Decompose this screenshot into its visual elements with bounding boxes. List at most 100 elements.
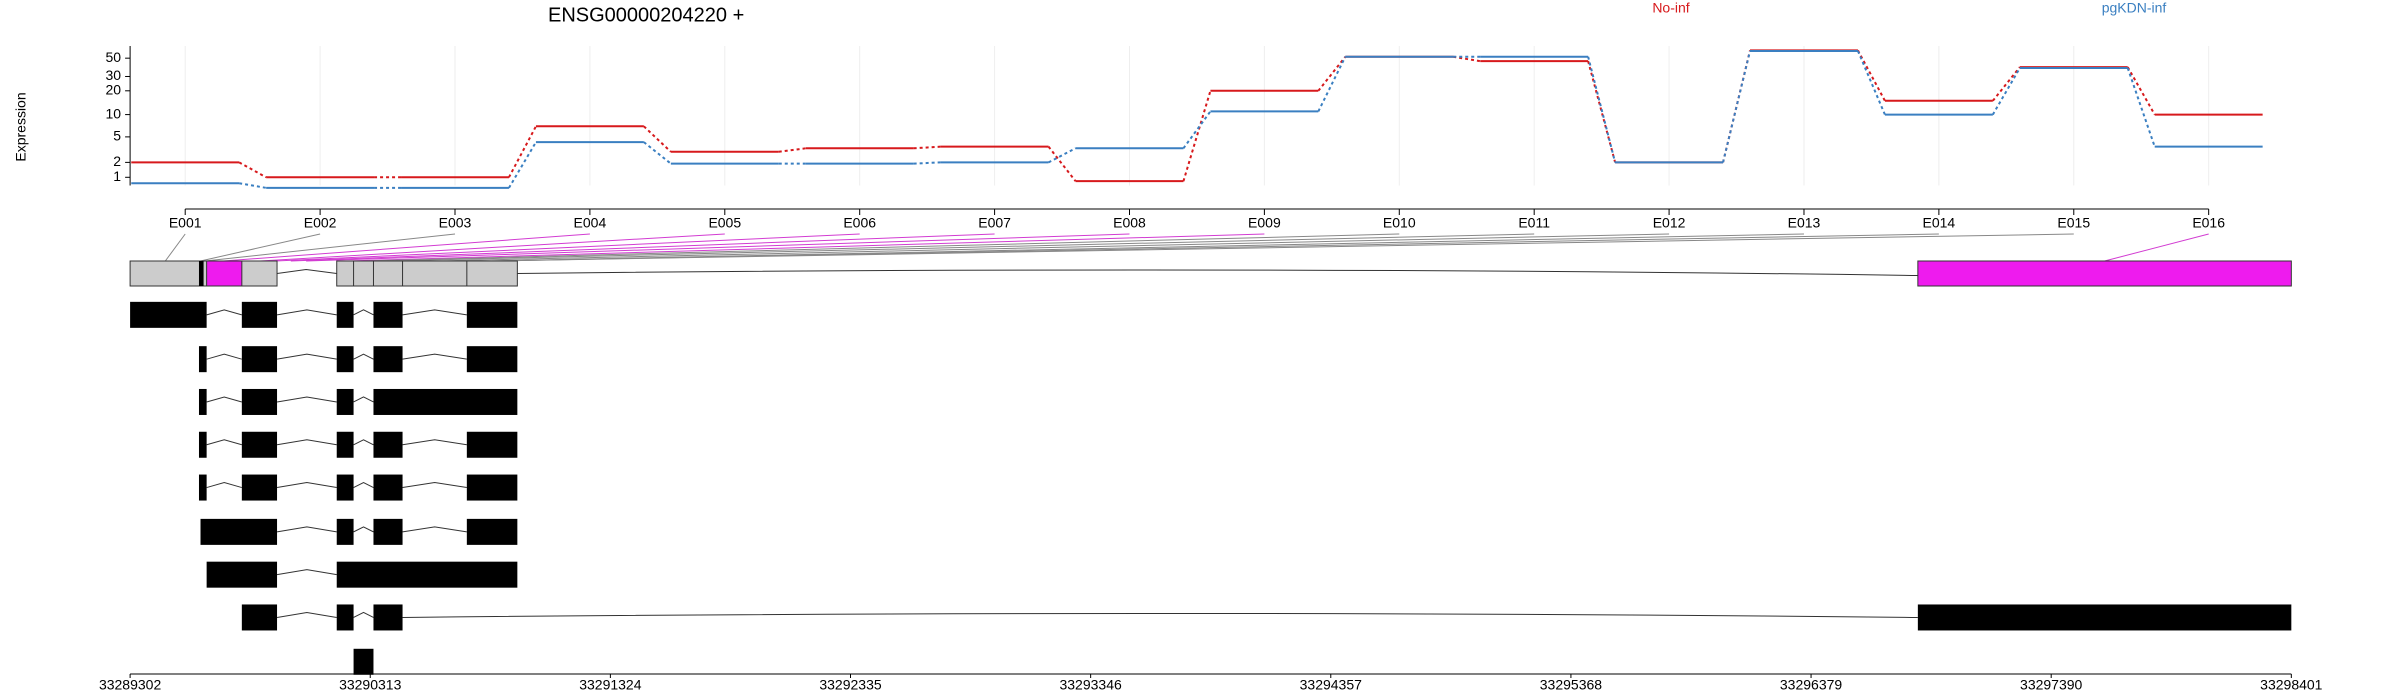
transcript-exon xyxy=(373,474,403,501)
transcript-exon xyxy=(466,518,518,545)
y-tick-label: 20 xyxy=(106,82,122,98)
connector xyxy=(1587,56,1617,163)
transcript-intron xyxy=(276,569,337,576)
connector xyxy=(1991,67,2021,116)
genomic-tick-label: 33296379 xyxy=(1780,677,1843,693)
connector xyxy=(1992,66,2021,102)
transcript-exon xyxy=(466,301,518,328)
transcript-intron xyxy=(353,439,374,446)
genomic-tick-label: 33291324 xyxy=(579,677,642,693)
intron xyxy=(276,268,337,274)
x-tick-label: E001 xyxy=(169,215,202,231)
chart-title: ENSG00000204220 + xyxy=(548,4,744,26)
transcript-intron xyxy=(206,396,242,403)
transcript-intron xyxy=(276,353,337,360)
x-tick-label: E012 xyxy=(1653,215,1686,231)
transcript-intron xyxy=(206,353,242,360)
exon-link xyxy=(290,233,995,262)
exon-link xyxy=(205,233,456,262)
genomic-tick-label: 33294357 xyxy=(1300,677,1363,693)
transcript-exon xyxy=(373,346,403,373)
transcript-exon xyxy=(373,431,403,458)
transcript-intron xyxy=(353,526,374,533)
transcript-exon xyxy=(373,388,518,415)
connector xyxy=(508,125,537,178)
x-tick-label: E011 xyxy=(1518,215,1550,231)
y-tick-label: 1 xyxy=(113,168,121,184)
transcript-exon xyxy=(241,301,278,328)
exon-link xyxy=(2104,233,2209,262)
transcript-intron xyxy=(353,396,374,403)
transcript-exon xyxy=(1917,604,2292,631)
transcript-intron xyxy=(276,611,337,618)
transcript-intron xyxy=(276,396,337,403)
transcript-intron xyxy=(353,611,374,618)
y-tick-label: 50 xyxy=(106,49,122,65)
transcript-exon xyxy=(336,388,354,415)
transcript-exon xyxy=(198,346,207,373)
genomic-tick-label: 33295368 xyxy=(1540,677,1603,693)
transcript-intron xyxy=(402,526,467,533)
connector xyxy=(238,182,267,189)
transcript-exon xyxy=(198,474,207,501)
x-tick-label: E009 xyxy=(1248,215,1281,231)
x-tick-label: E004 xyxy=(574,215,607,231)
transcript-intron xyxy=(402,482,467,489)
x-tick-label: E005 xyxy=(708,215,741,231)
connector xyxy=(913,145,941,150)
connector xyxy=(1317,56,1347,112)
genomic-tick-label: 33290313 xyxy=(339,677,402,693)
transcript-exon xyxy=(373,604,403,631)
transcript-exon xyxy=(130,301,207,328)
transcript-exon xyxy=(373,301,403,328)
transcript-intron xyxy=(402,439,467,446)
transcript-exon xyxy=(336,518,354,545)
y-tick-label: 5 xyxy=(113,128,121,144)
exon-link xyxy=(387,233,1535,262)
genomic-tick-label: 33293346 xyxy=(1059,677,1122,693)
exon-link xyxy=(260,233,725,262)
transcript-exon xyxy=(200,518,278,545)
exon-block xyxy=(206,260,243,287)
x-tick-label: E013 xyxy=(1788,215,1821,231)
transcript-exon xyxy=(198,388,207,415)
connector xyxy=(1453,55,1481,63)
legend-label: pgKDN-inf xyxy=(2102,0,2167,16)
connector xyxy=(1048,147,1076,164)
x-tick-label: E008 xyxy=(1113,215,1146,231)
x-tick-label: E007 xyxy=(978,215,1011,231)
exon-link xyxy=(491,233,2074,262)
exon-link xyxy=(362,233,1400,262)
exon-link xyxy=(306,233,1130,262)
x-tick-label: E003 xyxy=(439,215,472,231)
transcript-exon xyxy=(336,346,354,373)
exon-link xyxy=(345,233,1265,262)
exon-block xyxy=(198,261,204,286)
transcript-exon xyxy=(241,604,278,631)
x-tick-label: E006 xyxy=(843,215,876,231)
x-tick-label: E014 xyxy=(1923,215,1956,231)
transcript-exon xyxy=(353,648,374,675)
genomic-tick-label: 33292335 xyxy=(819,677,882,693)
transcript-exon xyxy=(336,474,354,501)
transcript-exon xyxy=(198,431,207,458)
transcript-exon xyxy=(241,474,278,501)
connector xyxy=(1047,146,1077,182)
connector xyxy=(1317,56,1347,92)
exon-link xyxy=(200,233,321,262)
connector xyxy=(2126,66,2156,116)
x-tick-label: E016 xyxy=(2192,215,2225,231)
transcript-intron xyxy=(276,482,337,489)
connector xyxy=(1857,49,1886,102)
y-tick-label: 30 xyxy=(106,67,122,83)
x-tick-label: E015 xyxy=(2057,215,2090,231)
transcript-exon xyxy=(466,474,518,501)
exon-block xyxy=(336,260,518,287)
exon-link xyxy=(275,233,860,262)
connector xyxy=(1182,110,1212,149)
transcript-intron xyxy=(353,353,374,360)
transcript-intron xyxy=(206,309,242,316)
transcript-intron xyxy=(402,353,467,360)
transcript-intron xyxy=(353,309,374,316)
